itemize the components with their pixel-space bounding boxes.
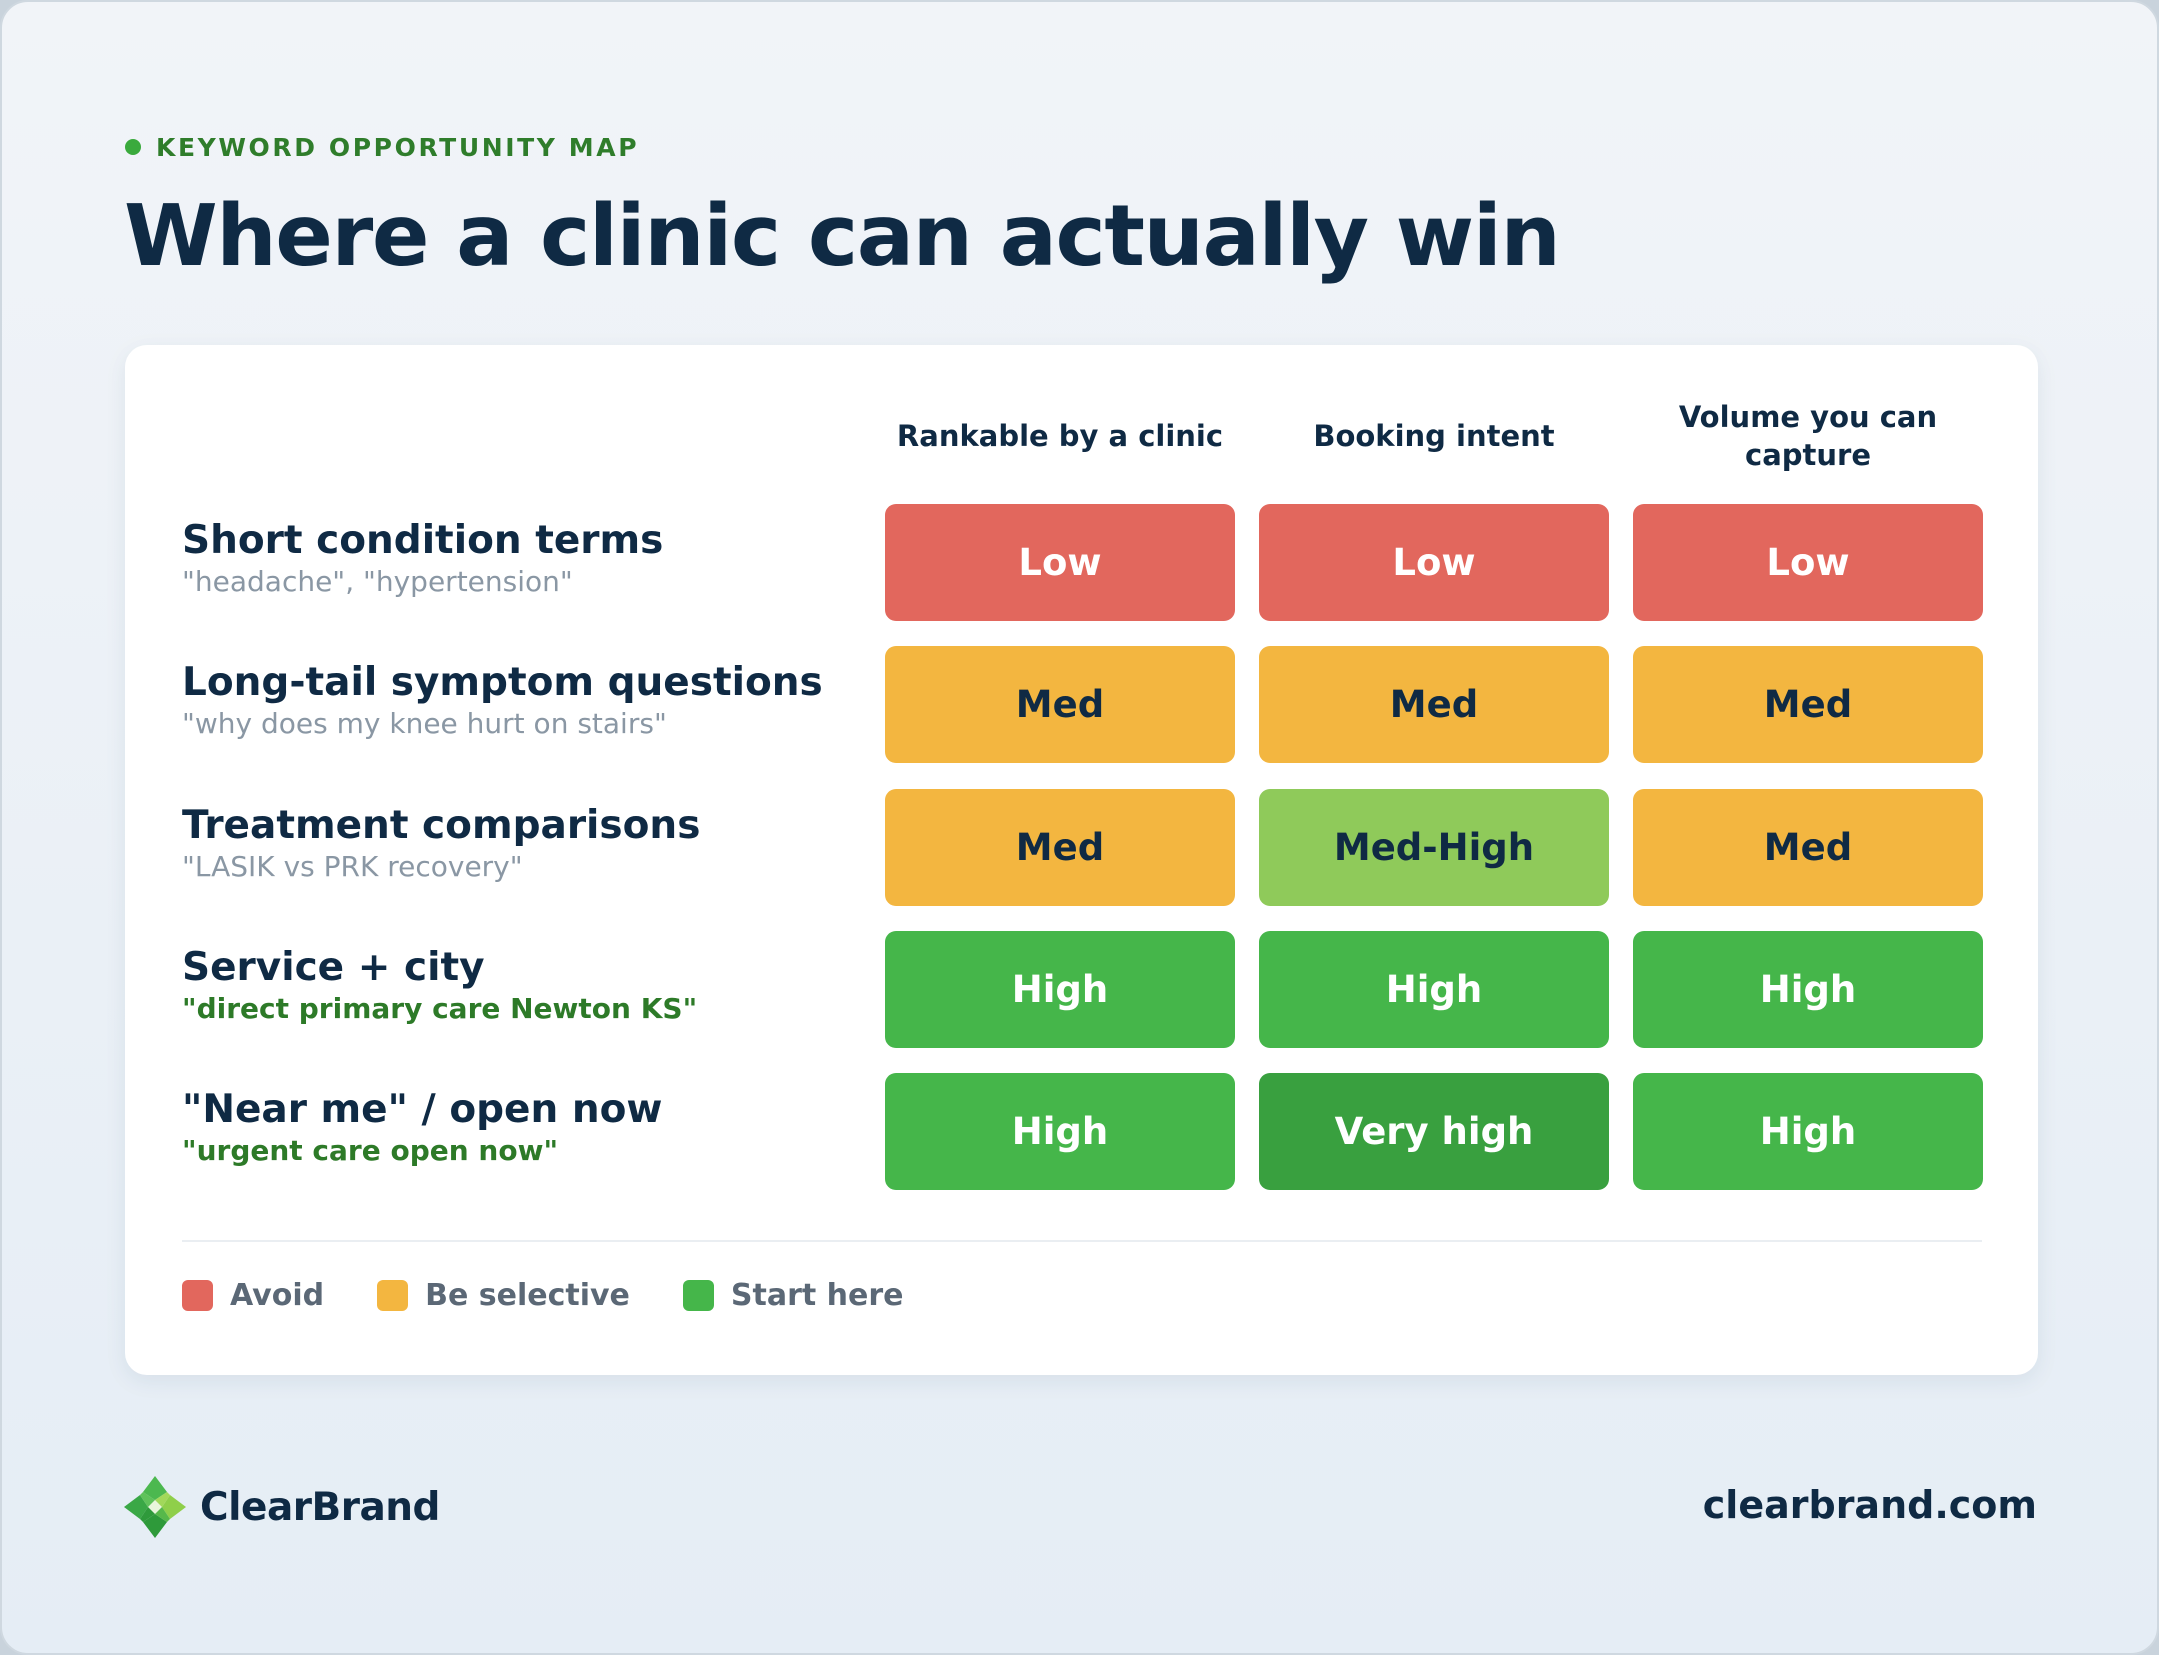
- legend-label: Be selective: [425, 1277, 630, 1313]
- matrix-cell: High: [1633, 1073, 1983, 1190]
- column-header-volume: Volume you can capture: [1678, 400, 1938, 472]
- legend-item-be-selective: Be selective: [377, 1278, 630, 1313]
- clearbrand-logo-icon: [124, 1476, 186, 1538]
- brand-name: ClearBrand: [200, 1484, 440, 1530]
- row-label: Long-tail symptom questions "why does my…: [182, 660, 823, 742]
- opportunity-matrix-card: Rankable by a clinic Booking intent Volu…: [125, 345, 2038, 1375]
- row-title: Service + city: [182, 945, 485, 990]
- row-title: "Near me" / open now: [182, 1087, 663, 1132]
- matrix-cell: Med: [885, 646, 1235, 763]
- row-example: "headache", "hypertension": [182, 565, 573, 598]
- divider: [182, 1240, 1982, 1242]
- matrix-cell: Low: [1633, 504, 1983, 621]
- column-header-booking-intent: Booking intent: [1313, 419, 1555, 453]
- matrix-cell: High: [1633, 931, 1983, 1048]
- legend: Avoid Be selective Start here: [182, 1275, 957, 1315]
- website-link[interactable]: clearbrand.com: [1702, 1483, 2037, 1527]
- row-example: "urgent care open now": [182, 1134, 559, 1167]
- row-label: Treatment comparisons "LASIK vs PRK reco…: [182, 803, 700, 885]
- eyebrow: KEYWORD OPPORTUNITY MAP: [125, 130, 639, 164]
- matrix-cell: Med: [885, 789, 1235, 906]
- matrix-cell: High: [885, 1073, 1235, 1190]
- row-example: "why does my knee hurt on stairs": [182, 707, 667, 740]
- row-title: Long-tail symptom questions: [182, 660, 823, 705]
- matrix-cell: Low: [1259, 504, 1609, 621]
- row-title: Treatment comparisons: [182, 803, 701, 848]
- page-title: Where a clinic can actually win: [124, 187, 1561, 286]
- matrix-cell: High: [1259, 931, 1609, 1048]
- row-label: "Near me" / open now "urgent care open n…: [182, 1087, 662, 1169]
- row-label: Service + city "direct primary care Newt…: [182, 945, 697, 1027]
- matrix-cell: Very high: [1259, 1073, 1609, 1190]
- eyebrow-label: KEYWORD OPPORTUNITY MAP: [156, 132, 640, 162]
- row-title: Short condition terms: [182, 518, 664, 563]
- brand: ClearBrand: [122, 1472, 440, 1542]
- legend-swatch: [377, 1279, 409, 1311]
- matrix-cell: Med-High: [1259, 789, 1609, 906]
- row-example: "LASIK vs PRK recovery": [182, 850, 523, 883]
- legend-item-start-here: Start here: [682, 1277, 904, 1313]
- legend-swatch: [682, 1279, 714, 1311]
- legend-swatch: [182, 1279, 213, 1311]
- matrix-cell: Low: [885, 504, 1235, 621]
- row-example: "direct primary care Newton KS": [182, 992, 698, 1025]
- legend-label: Start here: [730, 1277, 904, 1313]
- matrix-cell: Med: [1259, 646, 1609, 763]
- legend-item-avoid: Avoid: [182, 1278, 324, 1313]
- eyebrow-dot-icon: [125, 139, 141, 155]
- column-header-rankable: Rankable by a clinic: [896, 419, 1224, 453]
- matrix-cell: Med: [1633, 789, 1983, 906]
- legend-label: Avoid: [230, 1277, 325, 1313]
- matrix-cell: High: [885, 931, 1235, 1048]
- matrix-cell: Med: [1633, 646, 1983, 763]
- row-label: Short condition terms "headache", "hyper…: [182, 518, 663, 600]
